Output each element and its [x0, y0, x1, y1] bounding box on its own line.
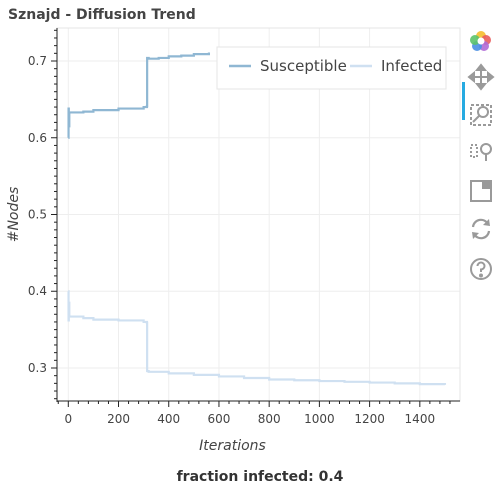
x-axis-label: Iterations	[199, 438, 266, 454]
help-icon[interactable]	[466, 254, 496, 284]
y-tick-label: 0.3	[28, 361, 47, 375]
legend-label: Infected	[381, 57, 442, 75]
y-tick-label: 0.4	[28, 284, 47, 298]
chart: Sznajd - Diffusion Trend 0 200 400 600 800 100…	[0, 0, 462, 465]
bokeh-logo-icon[interactable]	[466, 26, 496, 56]
y-tick-label: 0.6	[28, 131, 47, 145]
save-icon[interactable]	[466, 176, 496, 206]
reset-icon[interactable]	[466, 214, 496, 244]
wheel-zoom-icon[interactable]	[466, 136, 496, 166]
series-line-infected	[68, 291, 445, 385]
x-tick-label: 200	[107, 412, 130, 426]
legend: Susceptible Infected	[217, 47, 446, 89]
x-tick-label: 1000	[304, 412, 335, 426]
legend-label: Susceptible	[260, 57, 347, 75]
x-tick-label: 600	[208, 412, 231, 426]
caption: fraction infected: 0.4	[0, 469, 500, 485]
x-tick-label: 1400	[405, 412, 436, 426]
y-tick-label: 0.7	[28, 54, 47, 68]
x-tick-label: 800	[258, 412, 281, 426]
x-tick-label: 0	[64, 412, 72, 426]
active-tool-indicator	[462, 82, 465, 120]
chart-title: Sznajd - Diffusion Trend	[8, 7, 196, 23]
y-axis-label: #Nodes	[6, 187, 22, 243]
pan-icon[interactable]	[466, 62, 496, 92]
box-zoom-icon[interactable]	[466, 100, 496, 130]
y-tick-label: 0.5	[28, 208, 47, 222]
series-line-susceptible	[68, 53, 209, 138]
x-tick-label: 1200	[354, 412, 385, 426]
x-tick-label: 400	[157, 412, 180, 426]
